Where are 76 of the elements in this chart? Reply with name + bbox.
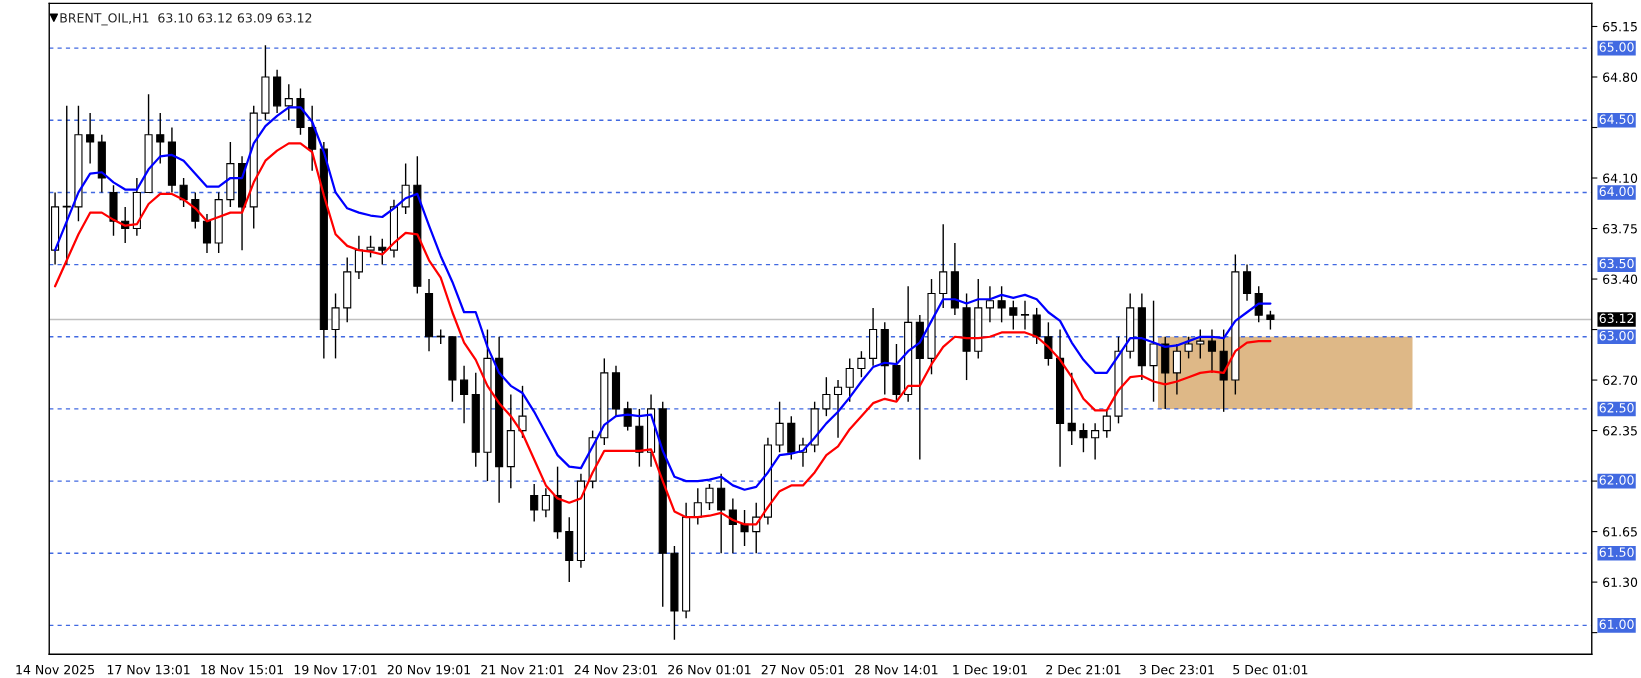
- candlestick: [705, 483, 714, 511]
- candlestick: [86, 112, 95, 165]
- text: BRENT_OIL,H1 63.10 63.12 63.09 63.12: [60, 13, 312, 26]
- candlestick: [460, 364, 469, 425]
- ref-line-label: 62.00: [1599, 475, 1634, 485]
- candlestick: [331, 292, 340, 360]
- x-tick-label: 18 Nov 15:01: [201, 664, 284, 675]
- ref-line-label: 61.00: [1599, 619, 1634, 630]
- ref-line-label: 63.00: [1599, 330, 1634, 341]
- ref-line-label: 63.50: [1599, 258, 1634, 269]
- y-tick-label: 61.65: [1603, 527, 1637, 537]
- candlestick: [366, 235, 375, 259]
- candlestick: [1079, 422, 1088, 453]
- x-tick-label: 19 Nov 17:01: [294, 664, 377, 675]
- candlestick: [997, 285, 1006, 324]
- candlestick: [845, 357, 854, 403]
- candlestick: [857, 350, 866, 378]
- x-tick-label: 17 Nov 13:01: [107, 664, 190, 675]
- x-tick-label: 27 Nov 05:01: [761, 664, 844, 675]
- candlestick: [775, 401, 784, 453]
- candlestick: [1242, 263, 1252, 302]
- candlestick: [202, 213, 212, 254]
- candlestick: [518, 385, 527, 439]
- x-tick-label: 21 Nov 21:01: [481, 664, 564, 675]
- candlestick: [378, 237, 387, 266]
- x-tick-label: 20 Nov 19:01: [387, 664, 470, 675]
- candlestick: [1009, 299, 1018, 331]
- candlestick: [740, 509, 749, 547]
- y-tick-label: 64.80: [1603, 72, 1638, 82]
- candlestick: [623, 401, 632, 432]
- y-tick-label: 65.15: [1603, 21, 1637, 32]
- x-tick-label: 5 Dec 01:01: [1233, 664, 1308, 675]
- ref-line-label: 64.00: [1599, 186, 1634, 197]
- candlestick: [156, 112, 165, 165]
- candlestick: [1172, 343, 1181, 396]
- candlestick: [822, 376, 831, 417]
- candlestick: [179, 177, 188, 208]
- ref-line-label: 64.50: [1599, 114, 1634, 124]
- x-tick-label: 26 Nov 01:01: [668, 664, 751, 675]
- candlestick: [62, 105, 71, 266]
- candlestick: [308, 105, 317, 172]
- x-tick-label: 24 Nov 23:01: [574, 664, 657, 675]
- candlestick: [717, 473, 726, 554]
- x-tick-label: 3 Dec 23:01: [1139, 664, 1214, 675]
- ref-line-label: 61.50: [1599, 547, 1634, 557]
- x-tick-label: 2 Dec 21:01: [1046, 664, 1121, 675]
- candlestick: [1091, 422, 1100, 461]
- y-tick-label: 63.40: [1603, 274, 1638, 284]
- candlestick: [530, 483, 539, 523]
- x-tick-label: 14 Nov 2025: [16, 664, 95, 675]
- candlestick: [284, 83, 293, 121]
- x-tick-label: 28 Nov 14:01: [855, 664, 938, 675]
- candlestick: [1032, 307, 1041, 345]
- candlestick: [1067, 372, 1076, 446]
- candlestick: [541, 487, 550, 518]
- y-tick-label: 61.30: [1603, 577, 1638, 588]
- y-tick-label: 64.10: [1603, 173, 1638, 183]
- ref-line-label: 62.50: [1599, 403, 1634, 413]
- x-tick-label: 1 Dec 19:01: [953, 664, 1027, 675]
- ref-line-label: 63.12: [1599, 313, 1634, 324]
- y-tick-label: 63.75: [1603, 224, 1637, 234]
- candlestick: [985, 285, 995, 324]
- candlestick: [1196, 328, 1205, 360]
- candlestick: [693, 487, 702, 526]
- candlestick: [833, 379, 843, 439]
- y-tick-label: 62.35: [1603, 426, 1637, 436]
- candlestick: [354, 235, 363, 280]
- candlestick: [1184, 336, 1193, 360]
- candlestick: [939, 223, 948, 309]
- ref-line-label: 65.00: [1599, 42, 1634, 52]
- candlestick: [1266, 310, 1275, 331]
- y-tick-label: 62.70: [1603, 375, 1638, 385]
- candlestick: [401, 162, 410, 215]
- candlestick: [1020, 299, 1030, 331]
- candlestick: [1149, 299, 1158, 403]
- candlestick: [1102, 408, 1111, 439]
